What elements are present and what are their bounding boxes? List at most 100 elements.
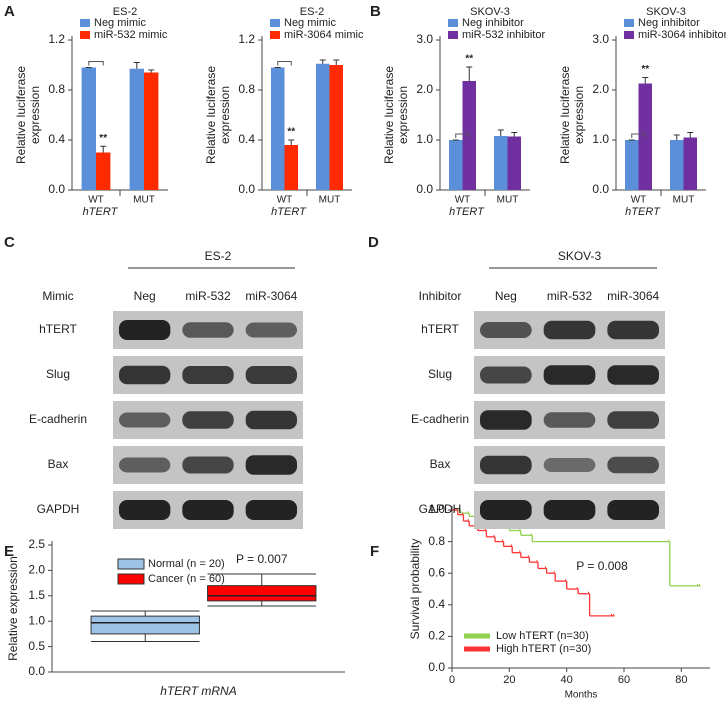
legend-label: Neg inhibitor (638, 17, 700, 29)
bar (96, 152, 111, 190)
x-axis-label: hTERT mRNA (160, 684, 236, 698)
x-tick-label: WT (277, 195, 293, 206)
blot-band (480, 500, 532, 520)
lane-label: miR-532 (547, 289, 593, 303)
blot-band (119, 365, 171, 385)
y-tick-label: 1.0 (416, 132, 433, 146)
blot-band (480, 410, 532, 430)
y-tick-label: 0.0 (48, 182, 65, 196)
bar (507, 136, 521, 190)
y-tick-label: 1.5 (28, 588, 45, 602)
blot-band (245, 455, 297, 475)
legend-label: miR-3064 inhibitor (638, 29, 726, 41)
blot-band (543, 412, 596, 428)
bar (81, 67, 96, 190)
y-axis-label: Relative luciferase (558, 66, 572, 164)
y-axis-label: Survival probability (408, 539, 422, 640)
protein-label: E-cadherin (29, 412, 87, 426)
protein-label: Slug (46, 367, 70, 381)
bar (316, 63, 330, 190)
blot-band (607, 411, 659, 429)
protein-label: hTERT (39, 322, 77, 336)
y-tick-label: 0.0 (592, 182, 609, 196)
legend-swatch (448, 19, 458, 27)
x-tick-label: WT (631, 195, 647, 206)
y-tick-label: 0.0 (28, 664, 45, 678)
lane-label: miR-3064 (607, 289, 659, 303)
blot-title: ES-2 (205, 249, 232, 263)
bar (284, 145, 298, 190)
y-tick-label: 3.0 (416, 32, 433, 46)
x-tick-label: WT (88, 195, 104, 206)
protein-label: hTERT (421, 322, 459, 336)
legend-label: Neg mimic (94, 17, 146, 29)
lane-label: Neg (495, 289, 517, 303)
blot-band (119, 500, 171, 520)
box (207, 585, 317, 602)
y-axis-label: Relative expression (6, 556, 20, 661)
p-value: P = 0.008 (576, 559, 628, 573)
protein-label: GAPDH (37, 502, 80, 516)
blot-band (245, 410, 297, 430)
legend-label: miR-532 mimic (94, 29, 168, 41)
y-tick-label: 1.2 (48, 32, 65, 46)
y-axis-label: expression (396, 86, 410, 144)
blot-band (543, 500, 596, 520)
x-tick-label: 40 (561, 674, 573, 686)
lane-label: Neg (134, 289, 156, 303)
legend-swatch (624, 19, 634, 27)
protein-label: GAPDH (419, 502, 462, 516)
blot-band (480, 366, 532, 384)
significance-label: ** (99, 133, 107, 144)
x-axis-label: hTERT (449, 206, 485, 218)
y-tick-label: 2.5 (28, 537, 45, 551)
x-tick-label: WT (455, 195, 471, 206)
blot-band (182, 411, 234, 429)
y-tick-label: 0.8 (48, 82, 65, 96)
blot-band (245, 322, 297, 338)
box (90, 615, 200, 635)
y-tick-label: 0.0 (416, 182, 433, 196)
y-tick-label: 1.0 (428, 502, 445, 516)
blot-band (119, 320, 171, 340)
legend-swatch (270, 31, 280, 39)
y-tick-label: 2.0 (28, 563, 45, 577)
y-tick-label: 0.2 (428, 629, 445, 643)
panel-letter: F (370, 543, 379, 560)
x-axis-label: Months (565, 690, 598, 701)
bar (683, 137, 697, 190)
x-tick-label: 80 (675, 674, 687, 686)
blot-band (182, 366, 234, 384)
x-tick-label: 60 (618, 674, 630, 686)
legend-swatch (448, 31, 458, 39)
legend-swatch (624, 31, 634, 39)
legend-label: Neg inhibitor (462, 17, 524, 29)
significance-bracket (455, 133, 470, 138)
blot-band (607, 456, 659, 474)
legend-swatch (270, 19, 280, 27)
significance-bracket (277, 61, 292, 66)
bar (144, 72, 159, 190)
x-tick-label: 20 (503, 674, 515, 686)
blot-band (607, 320, 659, 340)
bar (329, 65, 343, 190)
legend-label: High hTERT (n=30) (496, 643, 591, 655)
legend-label: Normal (n = 20) (148, 558, 225, 570)
blot-band (607, 500, 659, 520)
bar (129, 68, 144, 190)
bar (625, 140, 639, 190)
y-tick-label: 0.4 (238, 132, 255, 146)
panel-letter: C (4, 234, 15, 251)
blot-band (480, 455, 532, 475)
legend-label: Low hTERT (n=30) (496, 630, 589, 642)
bar (670, 140, 684, 190)
blot-band (182, 456, 234, 474)
lane-label: miR-3064 (245, 289, 297, 303)
significance-bracket (88, 61, 104, 66)
x-tick-label: MUT (673, 195, 695, 206)
blot-band (607, 365, 659, 385)
y-axis-label: Relative luciferase (382, 66, 396, 164)
x-axis-label: hTERT (271, 206, 307, 218)
blot-band (245, 366, 297, 384)
